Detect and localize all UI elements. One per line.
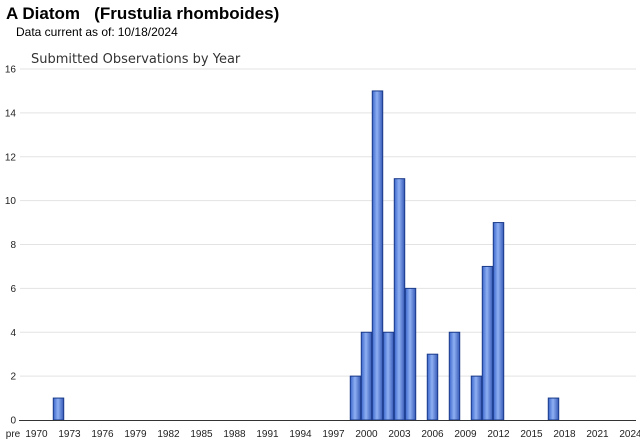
x-tick-label: 1994 [289,429,312,440]
bar-2012 [492,222,505,421]
x-tick-label: 2000 [355,429,378,440]
x-tick-label: pre [6,429,21,440]
chart-title: Submitted Observations by Year [31,52,241,67]
chart-gridlines [20,68,636,377]
bar-2011 [481,265,494,421]
bar-2002 [382,331,395,421]
data-date-line: Data current as of: 10/18/2024 [16,25,178,39]
bar-1972 [52,397,65,421]
y-tick-label: 14 [5,108,17,119]
bar-2001 [371,90,384,421]
bar-2003 [393,178,406,421]
y-tick-label: 12 [5,152,17,163]
x-tick-label: 1982 [157,429,180,440]
x-tick-label: 1988 [223,429,246,440]
x-tick-label: 1976 [91,429,114,440]
x-tick-label: 1985 [190,429,213,440]
x-tick-label: 2009 [454,429,477,440]
y-tick-label: 2 [10,372,16,383]
x-tick-label: 2003 [388,429,411,440]
bar-2008 [448,331,461,421]
y-tick-label: 6 [10,284,16,295]
x-tick-label: 1997 [322,429,345,440]
y-tick-label: 10 [5,196,17,207]
bar-2004 [404,287,417,421]
x-tick-label: 1973 [58,429,81,440]
bar-2006 [426,353,439,421]
data-date-value: 10/18/2024 [117,25,178,39]
y-axis-ticks: 0 2 4 6 8 10 12 14 16 [5,65,17,427]
x-tick-label: 1979 [124,429,147,440]
data-date-label: Data current as of: [16,25,115,39]
page-title: A Diatom (Frustulia rhomboides) [6,4,280,23]
x-tick-label: 2021 [586,429,609,440]
y-tick-label: 4 [10,328,16,339]
y-tick-label: 16 [5,65,17,76]
x-tick-label: 2006 [421,429,444,440]
bar-2010 [470,375,483,421]
y-tick-label: 0 [10,416,16,427]
x-tick-label: 2015 [520,429,543,440]
x-tick-label: 1970 [25,429,48,440]
bar-2000 [360,331,373,421]
x-tick-label: 2024 [619,429,640,440]
y-tick-label: 8 [10,240,16,251]
bar-2017 [547,397,560,421]
bar-1999 [349,375,362,421]
x-tick-label: 1991 [256,429,279,440]
x-tick-label: 2012 [487,429,510,440]
chart-bars [52,90,560,421]
x-axis-ticks: pre 1970 1973 1976 1979 1982 1985 1988 1991 1994 1… [6,429,640,440]
x-tick-label: 2018 [553,429,576,440]
